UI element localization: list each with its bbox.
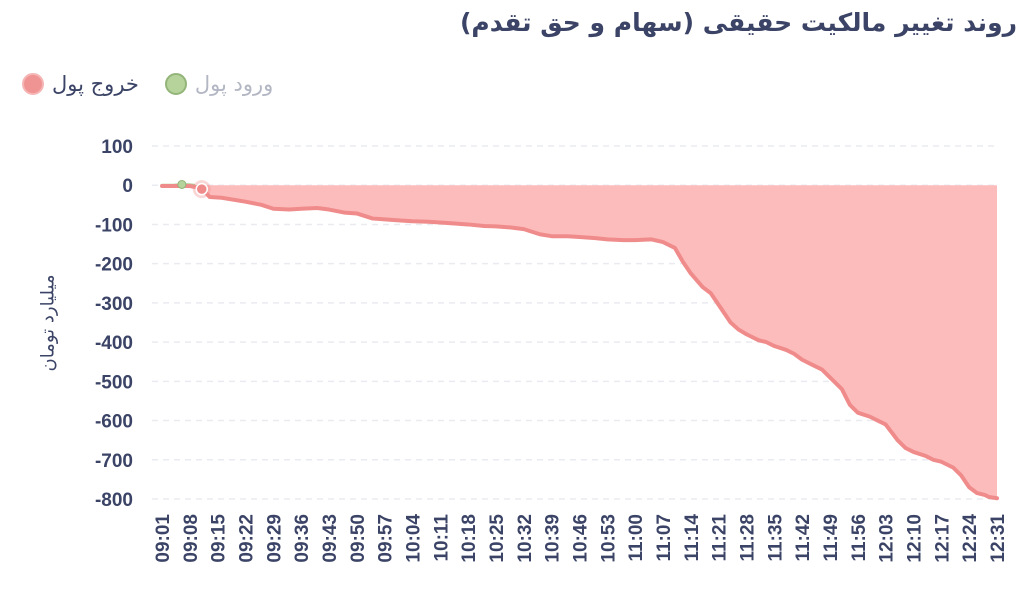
x-tick-label: 09:57 — [376, 514, 397, 563]
x-tick-label: 09:15 — [209, 514, 230, 563]
x-tick-label: 11:28 — [738, 514, 759, 562]
x-tick-label: 10:04 — [404, 514, 425, 563]
x-tick-label: 11:14 — [682, 514, 703, 562]
outflow-area — [162, 185, 997, 499]
inflow-point — [177, 179, 187, 189]
x-tick-label: 10:11 — [431, 514, 452, 562]
x-tick-label: 11:00 — [626, 514, 647, 562]
y-tick-label: -500 — [95, 372, 133, 393]
y-tick-label: -800 — [95, 490, 133, 511]
x-tick-label: 11:21 — [710, 514, 731, 562]
legend-label-outflow: خروج پول — [52, 72, 139, 96]
x-tick-label: 09:43 — [320, 514, 341, 563]
outflow-line — [160, 184, 999, 501]
legend-item-inflow[interactable]: ورود پول — [164, 72, 274, 96]
x-tick-label: 09:08 — [181, 514, 202, 563]
x-tick-label: 10:25 — [487, 514, 508, 563]
legend-marker-outflow — [22, 73, 44, 95]
x-tick-label: 09:29 — [264, 514, 285, 563]
x-tick-label: 09:01 — [153, 514, 174, 563]
x-tick-label: 10:18 — [459, 514, 480, 563]
x-tick-label: 11:42 — [793, 514, 814, 562]
x-tick-label: 10:39 — [543, 514, 564, 563]
area-layer — [162, 185, 997, 499]
x-tick-label: 11:49 — [821, 514, 842, 562]
chart-title: روند تغییر مالکیت حقیقی (سهام و حق تقدم) — [460, 8, 1017, 37]
y-tick-label: -400 — [95, 333, 133, 354]
y-tick-label: 0 — [122, 176, 133, 197]
y-tick-label: -300 — [95, 294, 133, 315]
x-tick-label: 12:17 — [932, 514, 953, 563]
x-tick-label: 11:07 — [654, 514, 675, 562]
highlight-point — [195, 182, 209, 196]
x-tick-label: 11:35 — [765, 514, 786, 562]
x-tick-label: 09:22 — [237, 514, 258, 563]
x-tick-label: 10:46 — [571, 514, 592, 563]
x-tick-label: 09:36 — [292, 514, 313, 563]
y-tick-label: -100 — [95, 215, 133, 236]
y-tick-label: -600 — [95, 412, 133, 433]
x-tick-label: 12:31 — [988, 514, 1009, 563]
x-tick-label: 10:53 — [598, 514, 619, 563]
marker-layer — [177, 179, 211, 199]
x-tick-label: 12:10 — [905, 514, 926, 563]
y-tick-label: -200 — [95, 255, 133, 276]
y-axis-ticks: 100 0 -100 -200 -300 -400 -500 -600 -700 -800 — [95, 137, 133, 511]
chart-legend: خروج پول ورود پول — [22, 72, 273, 96]
y-tick-label: 100 — [101, 137, 133, 158]
x-axis-ticks: 09:01 09:08 09:15 09:22 09:29 09:36 09:43 09:50… — [153, 514, 1009, 563]
y-tick-label: -700 — [95, 451, 133, 472]
legend-item-outflow[interactable]: خروج پول — [22, 72, 139, 96]
x-tick-label: 12:03 — [877, 514, 898, 563]
x-tick-label: 12:24 — [960, 514, 981, 563]
x-tick-label: 10:32 — [515, 514, 536, 563]
legend-marker-inflow — [164, 73, 187, 95]
x-tick-label: 09:50 — [348, 514, 369, 563]
legend-label-inflow: ورود پول — [194, 72, 274, 96]
x-tick-label: 11:56 — [849, 514, 870, 562]
